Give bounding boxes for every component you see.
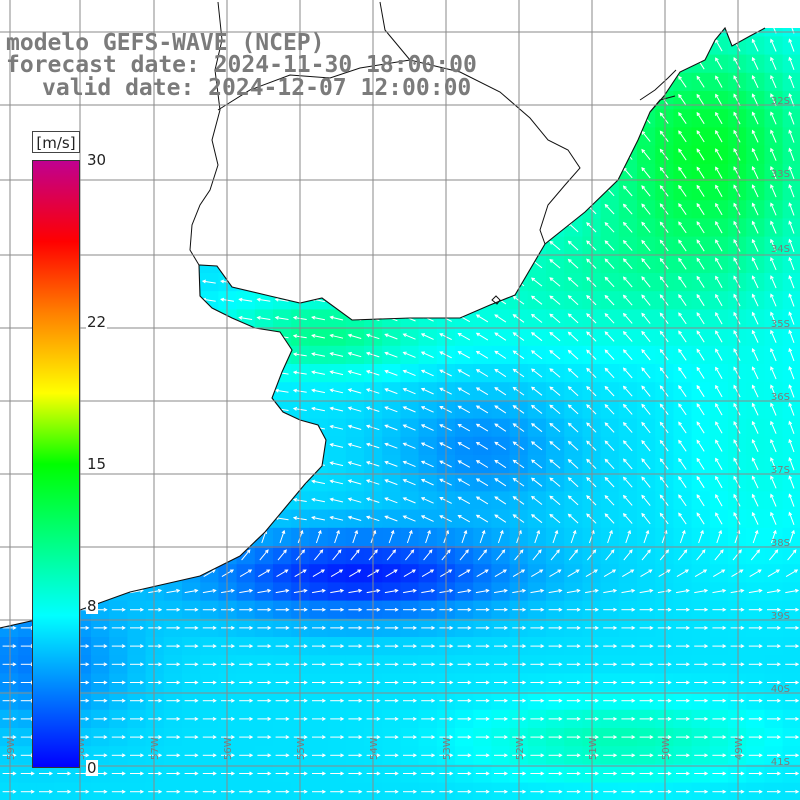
valid-date: valid date: 2024-12-07 12:00:00 bbox=[42, 75, 472, 101]
longitude-label: 50W bbox=[661, 737, 672, 760]
latitude-label: 33S bbox=[771, 169, 790, 180]
longitude-label: 52W bbox=[515, 737, 526, 760]
longitude-label: 49W bbox=[734, 737, 745, 760]
longitude-label: 57W bbox=[150, 737, 161, 760]
latitude-label: 39S bbox=[771, 611, 790, 622]
latitude-label: 40S bbox=[771, 684, 790, 695]
latitude-label: 32S bbox=[771, 96, 790, 107]
latitude-label: 34S bbox=[771, 244, 790, 255]
longitude-label: 56W bbox=[223, 737, 234, 760]
legend-tick: 0 bbox=[86, 759, 98, 777]
legend-tick: 30 bbox=[86, 151, 108, 169]
legend-tick: 8 bbox=[86, 596, 98, 615]
latitude-label: 38S bbox=[771, 538, 790, 549]
legend-tick: 15 bbox=[86, 455, 108, 473]
legend-unit-label: [m/s] bbox=[32, 131, 80, 153]
latitude-label: 36S bbox=[771, 392, 790, 403]
latitude-label: 35S bbox=[771, 319, 790, 330]
forecast-date: forecast date: 2024-11-30 18:00:00 bbox=[6, 52, 477, 78]
longitude-label: 59W bbox=[6, 737, 17, 760]
legend-tick: 22 bbox=[86, 313, 108, 332]
longitude-label: 54W bbox=[369, 737, 380, 760]
longitude-label: 53W bbox=[442, 737, 453, 760]
latitude-label: 41S bbox=[771, 757, 790, 768]
latitude-label: 37S bbox=[771, 465, 790, 476]
longitude-label: 51W bbox=[588, 737, 599, 760]
legend-colorbar bbox=[32, 160, 80, 768]
longitude-label: 55W bbox=[296, 737, 307, 760]
